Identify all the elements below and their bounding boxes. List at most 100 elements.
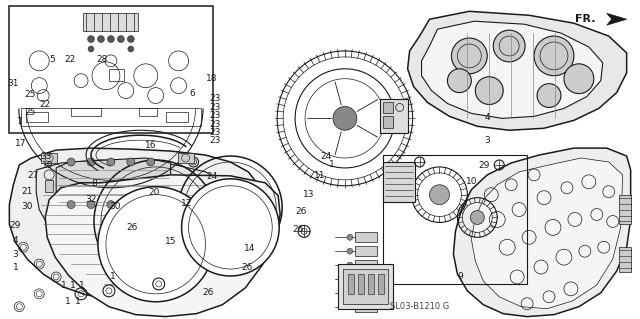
Circle shape [117, 36, 124, 42]
Bar [355, 288, 377, 298]
Circle shape [451, 38, 487, 74]
Polygon shape [45, 175, 280, 317]
Bar [380, 99, 408, 133]
Bar [368, 274, 374, 294]
Circle shape [347, 304, 353, 310]
Text: 29: 29 [479, 161, 490, 170]
Bar [619, 195, 630, 225]
Circle shape [87, 158, 95, 166]
Bar [355, 260, 377, 270]
Bar [383, 116, 393, 128]
Bar [383, 101, 393, 114]
Bar [41, 153, 57, 163]
Text: 4: 4 [484, 113, 490, 122]
Text: 1: 1 [70, 281, 76, 291]
Text: 26: 26 [295, 207, 307, 216]
Text: 6: 6 [189, 89, 195, 98]
Polygon shape [36, 160, 232, 272]
Text: 1: 1 [75, 297, 81, 306]
Text: 10: 10 [466, 177, 477, 186]
Text: 14: 14 [244, 243, 255, 253]
Text: 30: 30 [109, 203, 120, 211]
Circle shape [127, 36, 134, 42]
Text: 33: 33 [40, 152, 52, 161]
Bar [348, 274, 354, 294]
Text: FR.: FR. [575, 14, 595, 24]
Bar [109, 69, 124, 81]
Text: 1: 1 [61, 281, 67, 291]
Polygon shape [56, 158, 171, 208]
Circle shape [476, 77, 503, 105]
Polygon shape [607, 13, 627, 25]
Text: 19: 19 [42, 161, 53, 170]
Text: 23: 23 [209, 120, 221, 129]
Text: 23: 23 [209, 111, 221, 120]
Circle shape [88, 36, 95, 42]
Bar [383, 155, 527, 284]
Circle shape [429, 185, 449, 204]
Text: 24: 24 [321, 152, 332, 161]
Circle shape [98, 187, 214, 302]
Circle shape [127, 201, 135, 209]
Circle shape [88, 46, 94, 52]
Text: 25: 25 [24, 90, 36, 99]
Text: 28: 28 [97, 56, 108, 64]
Circle shape [347, 290, 353, 296]
Bar [383, 162, 415, 202]
Text: 26: 26 [126, 223, 138, 232]
Text: 16: 16 [145, 141, 157, 150]
Text: 1: 1 [79, 281, 84, 291]
Text: 23: 23 [209, 136, 221, 145]
Text: 3: 3 [484, 136, 490, 145]
Circle shape [147, 158, 155, 166]
Text: 24: 24 [206, 172, 218, 182]
Text: 18: 18 [206, 74, 218, 83]
Circle shape [67, 201, 75, 209]
Circle shape [537, 84, 561, 108]
Bar [178, 153, 193, 163]
Bar [45, 180, 53, 192]
Text: 8: 8 [91, 179, 97, 188]
Bar [21, 108, 200, 126]
Circle shape [493, 30, 525, 62]
Bar [358, 274, 364, 294]
Bar [10, 6, 214, 133]
Text: 27: 27 [28, 171, 39, 180]
Text: 26: 26 [292, 225, 303, 234]
Text: 7: 7 [17, 117, 22, 126]
Text: 1: 1 [13, 263, 19, 271]
Circle shape [67, 158, 75, 166]
Circle shape [447, 69, 471, 93]
Bar [355, 232, 377, 242]
Circle shape [107, 201, 115, 209]
Circle shape [182, 179, 279, 276]
Text: 17: 17 [15, 139, 26, 148]
Circle shape [87, 201, 95, 209]
Text: 4: 4 [13, 236, 18, 245]
Circle shape [347, 248, 353, 254]
Circle shape [347, 234, 353, 240]
Polygon shape [408, 11, 627, 130]
Circle shape [564, 64, 594, 93]
Text: 22: 22 [39, 100, 51, 109]
Polygon shape [10, 148, 260, 299]
Bar [83, 13, 138, 31]
Circle shape [147, 201, 155, 209]
Bar [355, 302, 377, 312]
Bar [338, 264, 393, 309]
Polygon shape [471, 158, 623, 309]
Circle shape [108, 36, 115, 42]
Bar [355, 274, 377, 284]
Polygon shape [422, 21, 603, 118]
Text: SL03-B1210 G: SL03-B1210 G [390, 302, 449, 311]
Text: 13: 13 [303, 190, 314, 199]
Bar [619, 247, 630, 272]
Text: 25: 25 [24, 108, 36, 116]
Text: 23: 23 [209, 103, 221, 112]
Text: 1: 1 [328, 160, 334, 169]
Circle shape [470, 211, 484, 225]
Bar [26, 112, 48, 122]
Text: 22: 22 [65, 56, 76, 64]
Bar [166, 112, 188, 122]
Text: 32: 32 [85, 195, 96, 204]
